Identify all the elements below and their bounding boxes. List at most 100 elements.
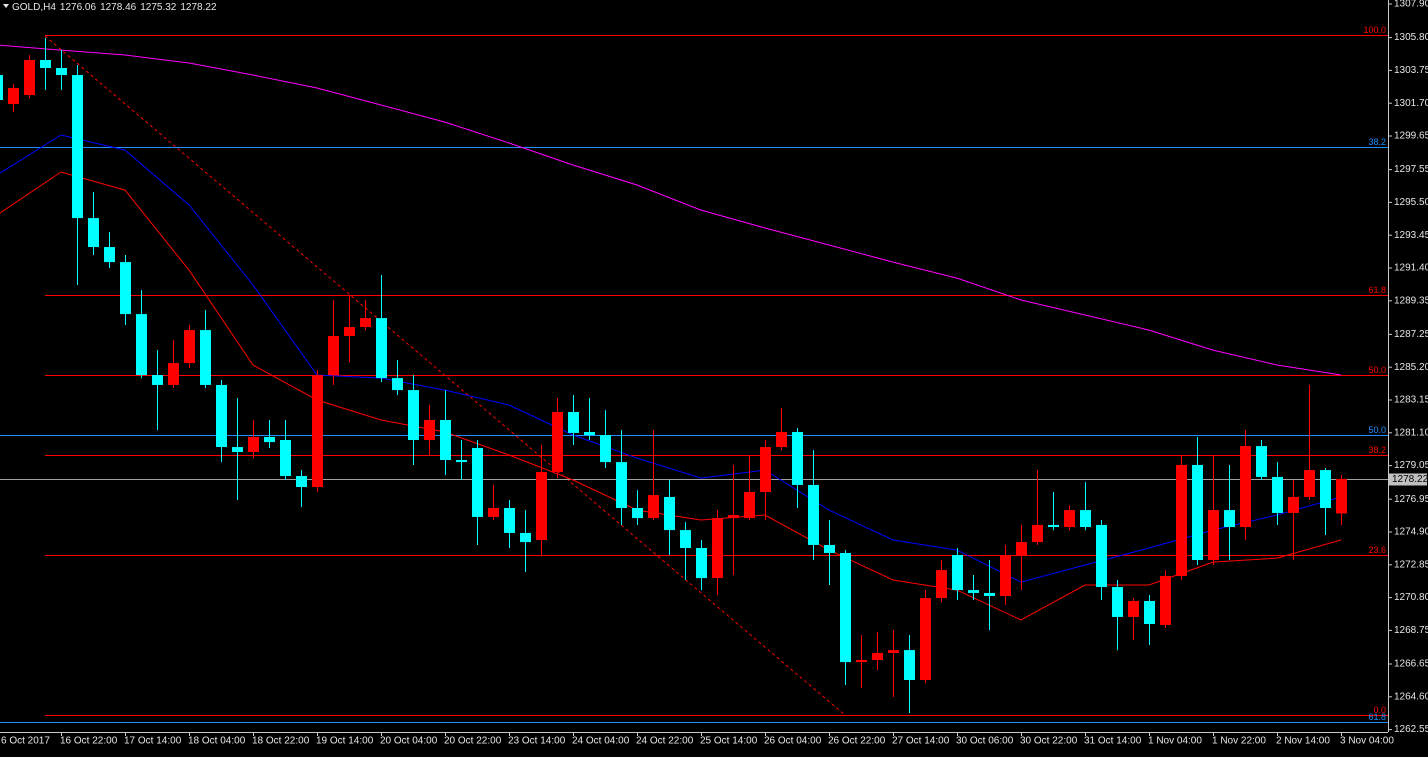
y-tick-label: 1283.15 bbox=[1394, 395, 1428, 406]
y-tick-label: 1279.05 bbox=[1394, 460, 1428, 471]
candle-body bbox=[648, 495, 659, 519]
candle-body bbox=[936, 570, 947, 599]
candle-body bbox=[680, 530, 691, 548]
x-tick-label: 3 Nov 04:00 bbox=[1340, 736, 1394, 747]
candle-body bbox=[424, 420, 435, 440]
x-tick-label: 30 Oct 06:00 bbox=[956, 736, 1014, 747]
candle-body bbox=[1224, 510, 1235, 528]
y-tick-label: 1276.95 bbox=[1394, 494, 1428, 505]
candle-body bbox=[1176, 464, 1187, 576]
header-high: 1278.46 bbox=[100, 2, 137, 13]
candle-body bbox=[1304, 470, 1315, 497]
candle-body bbox=[808, 484, 819, 545]
candle-body bbox=[1192, 464, 1203, 560]
candle-body bbox=[376, 318, 387, 379]
candle-body bbox=[904, 650, 915, 680]
candle-body bbox=[232, 447, 243, 452]
candle-body bbox=[200, 330, 211, 385]
candle-body bbox=[744, 492, 755, 519]
candle-body bbox=[72, 75, 83, 219]
y-tick-label: 1307.90 bbox=[1394, 0, 1428, 10]
price-tag: 1278.22 bbox=[1389, 473, 1428, 486]
candle-body bbox=[264, 436, 275, 443]
candle-body bbox=[712, 518, 723, 579]
y-tick-label: 1268.75 bbox=[1394, 625, 1428, 636]
candle-body bbox=[8, 88, 19, 104]
candle-body bbox=[760, 447, 771, 492]
candle-body bbox=[328, 336, 339, 376]
candle-body bbox=[664, 496, 675, 531]
candle-body bbox=[792, 432, 803, 485]
fib-level-label: 61.8 bbox=[1368, 285, 1386, 295]
candle-body bbox=[1240, 446, 1251, 528]
plot-area: 100.0 61.8 50.0 38.2 23.6 0.0 38.2 50.0 61.8 bbox=[0, 25, 1388, 723]
candle-body bbox=[1288, 496, 1299, 513]
candle-body bbox=[856, 660, 867, 663]
candle-body bbox=[600, 435, 611, 463]
x-tick-label: 19 Oct 14:00 bbox=[316, 736, 374, 747]
candle-body bbox=[1032, 524, 1043, 543]
moving-average bbox=[0, 44, 1342, 376]
candle-body bbox=[1160, 576, 1171, 625]
header: GOLD,H4 1276.06 1278.46 1275.32 1278.22 bbox=[12, 2, 217, 13]
moving-average bbox=[0, 134, 1342, 583]
x-tick-label: 1 Nov 04:00 bbox=[1148, 736, 1202, 747]
x-tick-label: 20 Oct 22:00 bbox=[444, 736, 502, 747]
candle-body bbox=[568, 412, 579, 433]
fib-level-label: 0.0 bbox=[1373, 705, 1386, 715]
candle-body bbox=[1144, 600, 1155, 624]
candle-body bbox=[584, 432, 595, 436]
candle-body bbox=[40, 60, 51, 68]
candle-body bbox=[0, 75, 3, 100]
x-tick-label: 30 Oct 22:00 bbox=[1020, 736, 1078, 747]
fib-level-label: 38.2 bbox=[1368, 445, 1386, 455]
header-close: 1278.22 bbox=[180, 2, 217, 13]
candle-body bbox=[824, 544, 835, 553]
candle-body bbox=[888, 650, 899, 653]
x-tick-label: 24 Oct 22:00 bbox=[636, 736, 694, 747]
candle-body bbox=[1064, 510, 1075, 528]
candle-body bbox=[872, 652, 883, 660]
candle-body bbox=[728, 515, 739, 519]
fib-level-label: 61.8 bbox=[1368, 712, 1386, 722]
fib-level-label: 23.6 bbox=[1368, 545, 1386, 555]
candle-body bbox=[440, 420, 451, 460]
candle-body bbox=[1112, 587, 1123, 617]
candle-body bbox=[472, 448, 483, 517]
fib-level-label: 100.0 bbox=[1363, 25, 1386, 35]
candle-body bbox=[152, 375, 163, 385]
y-tick-label: 1287.25 bbox=[1394, 329, 1428, 340]
candle-body bbox=[1320, 470, 1331, 508]
y-tick-label: 1303.75 bbox=[1394, 65, 1428, 76]
y-tick-label: 1299.65 bbox=[1394, 131, 1428, 142]
x-tick-label: 20 Oct 04:00 bbox=[380, 736, 438, 747]
y-tick-label: 1297.55 bbox=[1394, 164, 1428, 175]
fib-level-label: 50.0 bbox=[1368, 365, 1386, 375]
candle-body bbox=[360, 318, 371, 328]
candle-body bbox=[120, 262, 131, 315]
x-tick-label: 6 Oct 2017 bbox=[1, 736, 50, 747]
candle-body bbox=[312, 375, 323, 488]
x-tick-label: 24 Oct 04:00 bbox=[572, 736, 630, 747]
candle-body bbox=[1000, 555, 1011, 596]
candle-body bbox=[1096, 524, 1107, 588]
menu-triangle bbox=[3, 4, 9, 8]
x-tick-label: 2 Nov 14:00 bbox=[1276, 736, 1330, 747]
x-tick-label: 17 Oct 14:00 bbox=[124, 736, 182, 747]
candle-body bbox=[136, 314, 147, 376]
candle-body bbox=[296, 476, 307, 488]
candle-body bbox=[536, 472, 547, 540]
header-open: 1276.06 bbox=[60, 2, 97, 13]
trendline bbox=[44, 35, 846, 716]
candle-body bbox=[24, 60, 35, 96]
x-tick-label: 18 Oct 04:00 bbox=[188, 736, 246, 747]
symbol: GOLD,H4 bbox=[12, 2, 56, 13]
y-tick-label: 1264.60 bbox=[1394, 691, 1428, 702]
candle-body bbox=[1336, 478, 1347, 514]
candle-body bbox=[248, 436, 259, 452]
price-tag-box bbox=[1389, 473, 1427, 486]
y-tick-label: 1285.20 bbox=[1394, 362, 1428, 373]
candle-body bbox=[392, 378, 403, 391]
